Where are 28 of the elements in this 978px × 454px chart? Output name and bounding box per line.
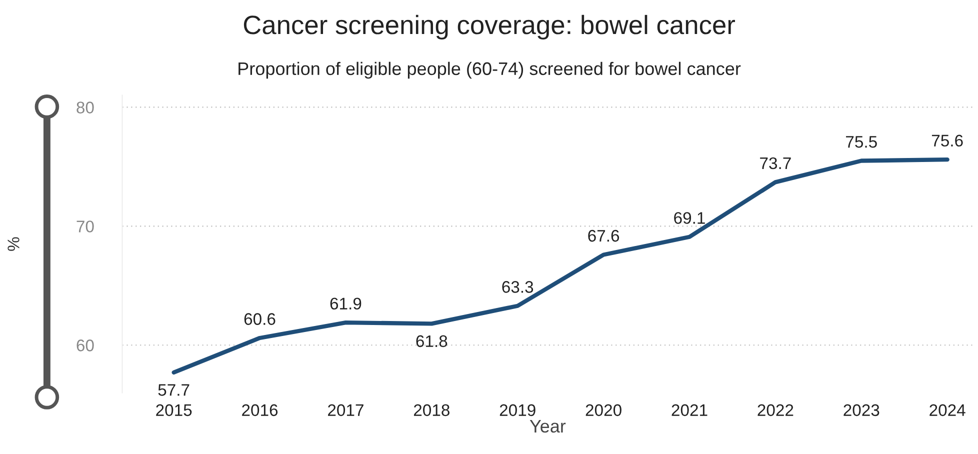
line-series <box>172 157 950 375</box>
x-tick-label: 2015 <box>156 404 192 416</box>
x-tick-label: 2023 <box>844 404 880 416</box>
y-tick-label: 60 <box>76 340 94 352</box>
x-tick-label: 2019 <box>500 404 536 416</box>
data-label: 61.8 <box>416 335 448 348</box>
data-label: 60.6 <box>244 313 276 325</box>
x-tick-label: 2022 <box>758 404 794 416</box>
x-tick-label: 2020 <box>586 404 622 416</box>
chart-title: Cancer screening coverage: bowel cancer <box>244 14 736 40</box>
x-tick-label: 2021 <box>672 404 708 416</box>
data-label: 73.7 <box>760 157 791 170</box>
x-tick-label: 2024 <box>930 404 966 416</box>
x-tick-label: 2018 <box>414 404 450 416</box>
data-label: 67.6 <box>588 230 620 242</box>
x-tick-label: 2016 <box>242 404 278 416</box>
data-label: 69.1 <box>674 212 705 224</box>
y-tick-label: 70 <box>76 220 94 232</box>
data-label: 63.3 <box>502 281 534 293</box>
data-label: 61.9 <box>330 298 362 310</box>
x-tick-label: 2017 <box>328 404 364 416</box>
chart-subtitle: Proportion of eligible people (60-74) screened for bowel cancer <box>238 62 741 79</box>
data-label: 75.6 <box>932 134 963 147</box>
y-axis-title: % <box>8 237 20 251</box>
data-label: 57.7 <box>158 384 190 396</box>
x-axis-title: Year <box>530 420 566 433</box>
y-tick-label: 80 <box>76 102 94 114</box>
data-label: 75.5 <box>846 136 877 148</box>
